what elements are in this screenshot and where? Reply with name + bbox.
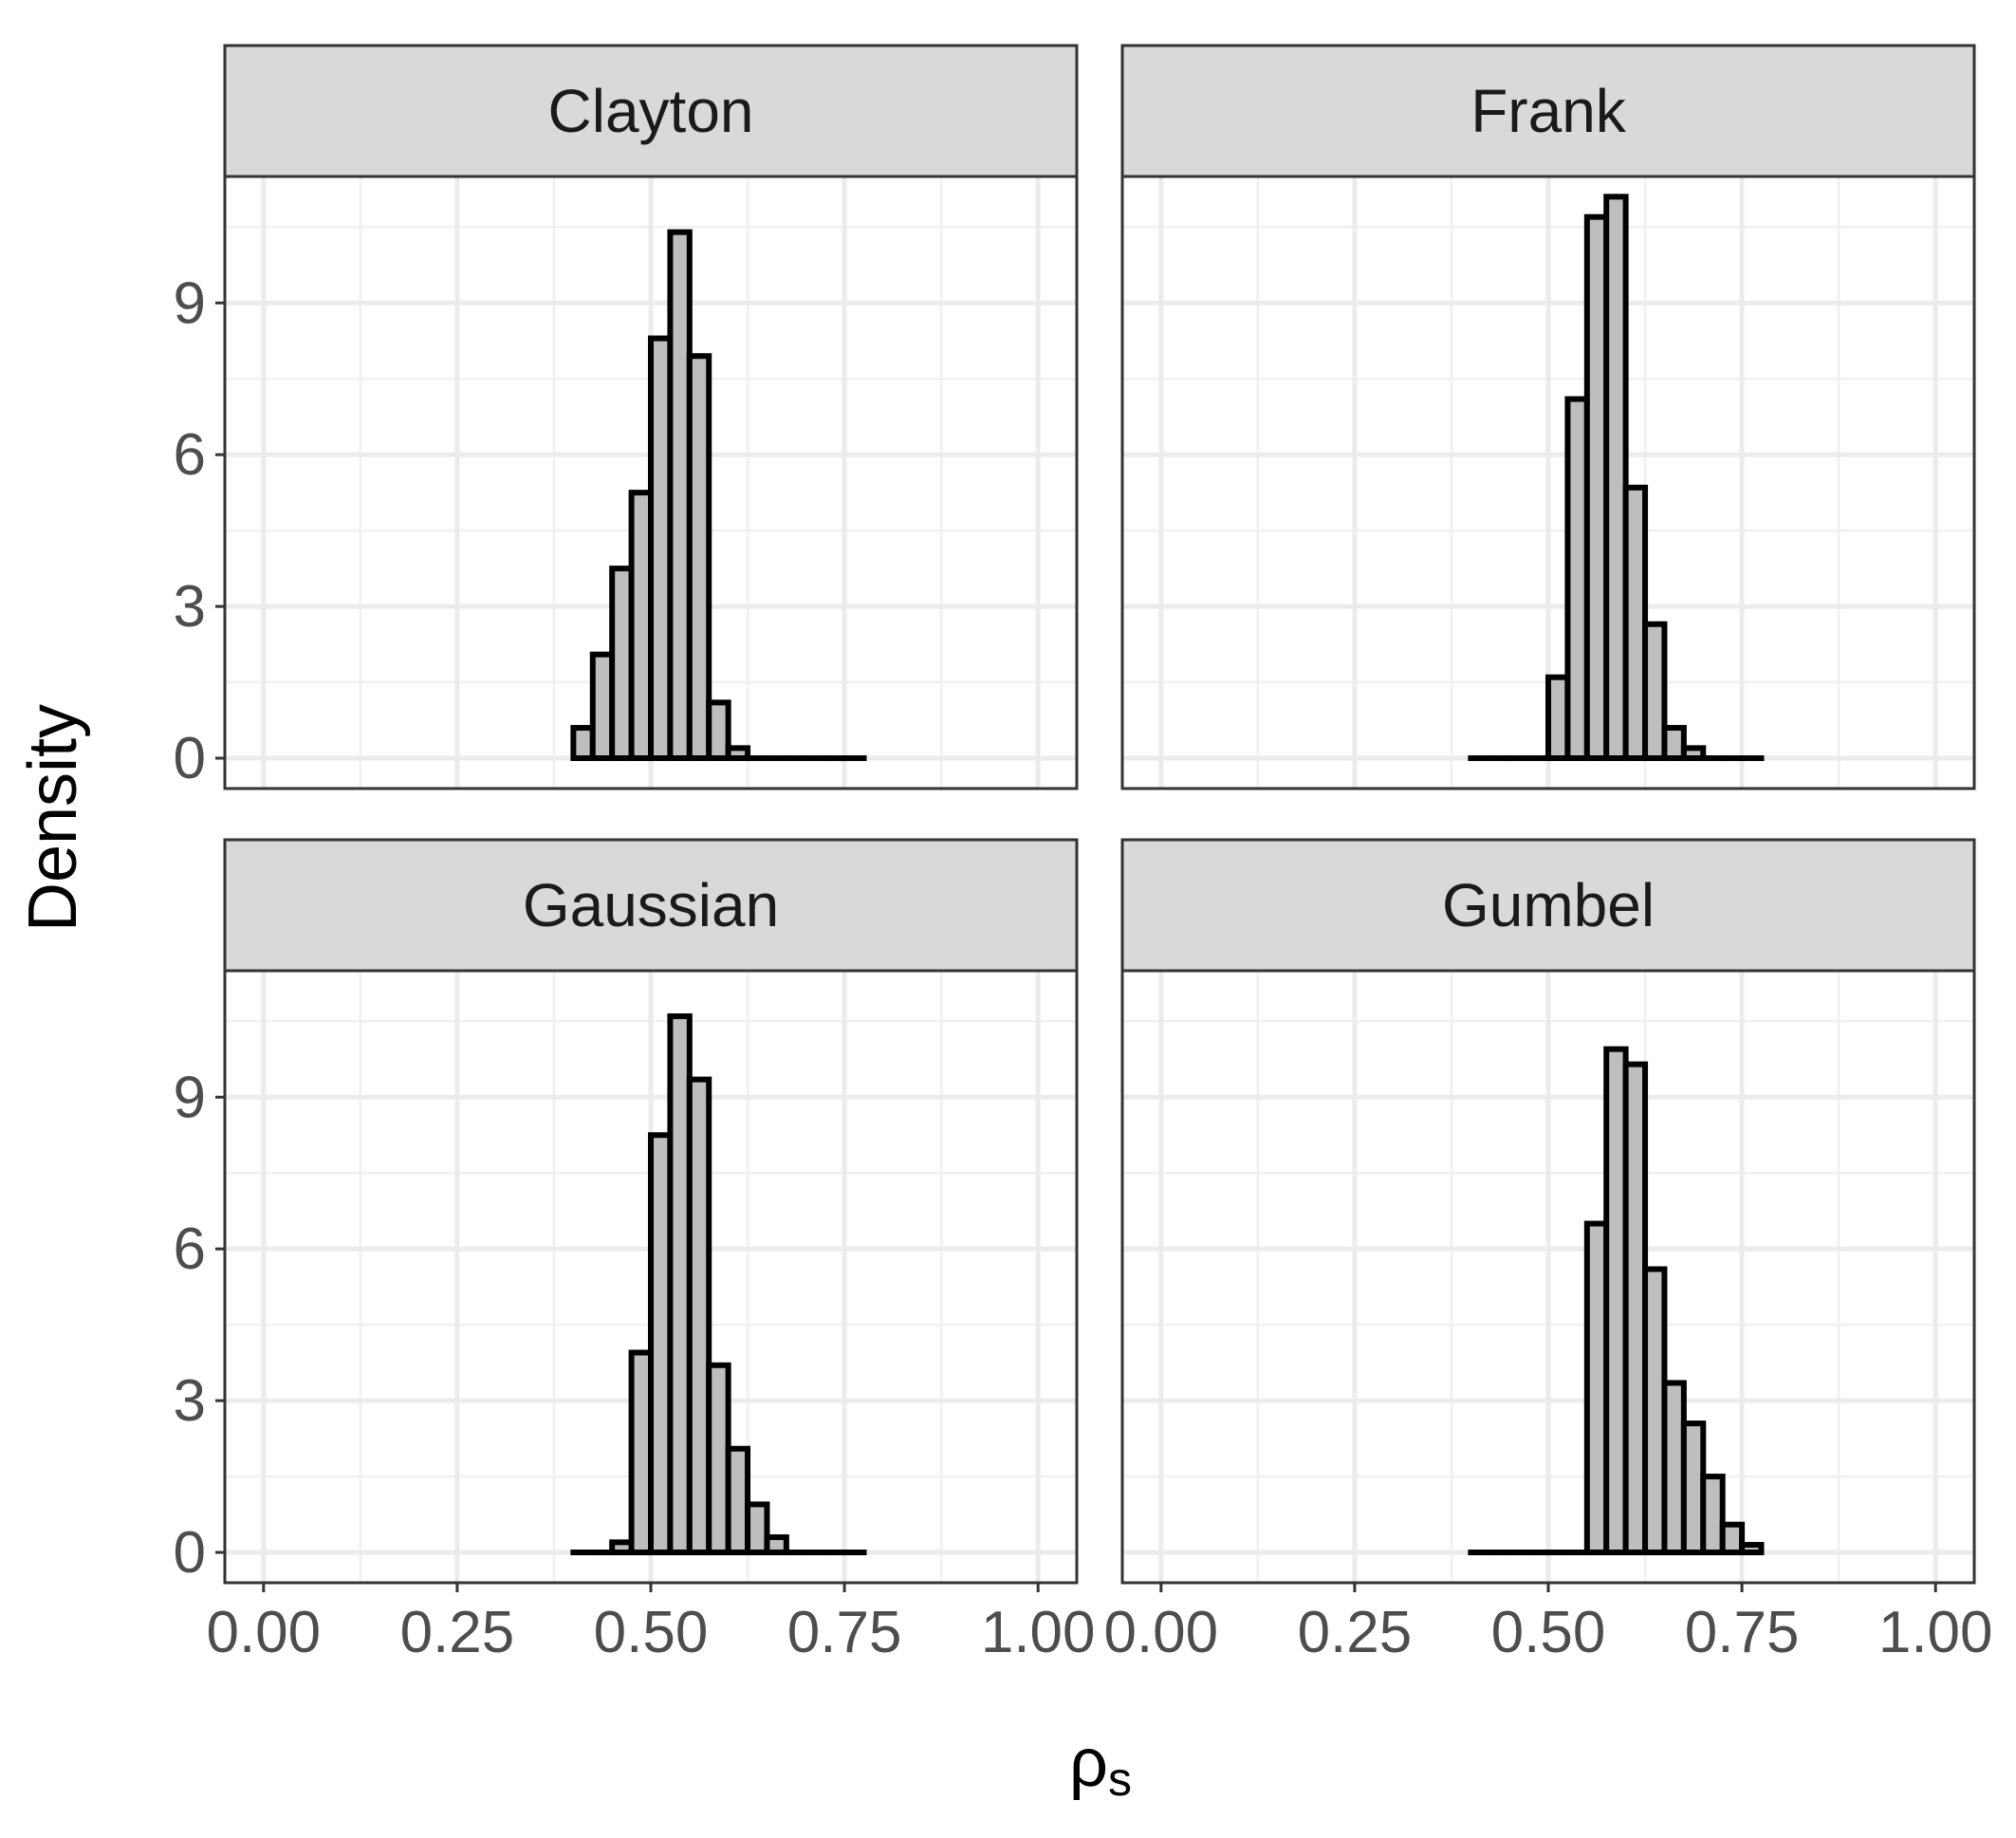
histogram-bar bbox=[1680, 1420, 1707, 1556]
y-tick-label: 6 bbox=[174, 1216, 206, 1282]
facet-strip-label: Gaussian bbox=[523, 871, 779, 939]
histogram-bar bbox=[706, 1362, 731, 1556]
y-tick-label: 6 bbox=[174, 422, 206, 488]
histogram-bar bbox=[745, 1501, 770, 1556]
histogram-bar bbox=[648, 335, 674, 762]
x-tick-label: 0.50 bbox=[1491, 1600, 1606, 1665]
histogram-bar bbox=[648, 1132, 674, 1556]
histogram-bar bbox=[1564, 396, 1590, 762]
histogram-bar bbox=[1583, 214, 1610, 762]
histogram-bar bbox=[1603, 1046, 1629, 1556]
histogram-bar bbox=[686, 1076, 712, 1556]
facet-strip bbox=[1120, 838, 1976, 973]
histogram-bar bbox=[589, 651, 616, 762]
histogram-bar bbox=[725, 1445, 751, 1556]
y-axis-title: Density bbox=[15, 704, 91, 932]
histogram-bar bbox=[1545, 674, 1571, 762]
histogram-bar bbox=[1719, 1521, 1746, 1556]
x-tick-label: 1.00 bbox=[1878, 1600, 1993, 1665]
y-tick-label: 3 bbox=[174, 574, 206, 640]
histogram-bar bbox=[764, 1534, 789, 1556]
histogram-bar bbox=[1642, 621, 1668, 762]
panel-border bbox=[223, 175, 1079, 790]
histogram-bar bbox=[667, 1012, 693, 1556]
histogram-bar bbox=[1622, 484, 1649, 762]
y-tick-label: 0 bbox=[174, 1520, 206, 1586]
histogram-bar bbox=[1739, 1542, 1765, 1556]
x-axis-title-subscript: s bbox=[1108, 1753, 1132, 1806]
histogram-bar bbox=[570, 725, 596, 762]
histogram-bar bbox=[628, 1349, 654, 1556]
y-tick-label: 3 bbox=[174, 1368, 206, 1434]
histogram-bar bbox=[1700, 1474, 1726, 1556]
x-tick-label: 0.00 bbox=[1103, 1600, 1218, 1665]
x-tick-label: 0.75 bbox=[787, 1600, 902, 1665]
facet-strip bbox=[223, 838, 1079, 973]
facet-strip bbox=[223, 44, 1079, 178]
histogram-bar bbox=[628, 490, 654, 762]
histogram-bar bbox=[725, 745, 751, 762]
x-axis-title: ρs bbox=[1069, 1725, 1132, 1806]
facet-strip-label: Frank bbox=[1470, 77, 1627, 145]
y-tick-label: 0 bbox=[174, 726, 206, 791]
histogram-bar bbox=[609, 566, 635, 762]
histogram-bar bbox=[1661, 725, 1687, 762]
facet-strip bbox=[1120, 44, 1976, 178]
histogram-bar bbox=[686, 353, 712, 762]
x-tick-label: 0.50 bbox=[594, 1600, 709, 1665]
panel-border bbox=[1120, 175, 1976, 790]
x-tick-label: 0.25 bbox=[400, 1600, 515, 1665]
histogram-bar bbox=[1603, 194, 1629, 762]
x-tick-label: 0.75 bbox=[1685, 1600, 1800, 1665]
x-tick-label: 0.25 bbox=[1298, 1600, 1413, 1665]
histogram-bar bbox=[1583, 1220, 1610, 1556]
facet-grid: Clayton 0 3 6 9 Frank Gaussian 0 3 6 9 0.00 0.25 0.50… bbox=[174, 44, 1993, 1665]
facet-panel-clayton: Clayton 0 3 6 9 bbox=[174, 44, 1079, 791]
x-tick-label: 0.00 bbox=[206, 1600, 321, 1665]
x-axis-title-symbol: ρ bbox=[1069, 1725, 1108, 1801]
histogram-bar bbox=[706, 699, 731, 762]
histogram-bar bbox=[1680, 745, 1707, 762]
histogram-bar bbox=[1622, 1061, 1649, 1556]
facet-panel-frank: Frank bbox=[1120, 44, 1976, 790]
y-tick-label: 9 bbox=[174, 270, 206, 336]
x-tick-label: 1.00 bbox=[981, 1600, 1096, 1665]
facet-strip-label: Clayton bbox=[548, 77, 754, 145]
histogram-bar bbox=[609, 1539, 635, 1556]
facet-panel-gumbel: Gumbel 0.00 0.25 0.50 0.75 1.00 bbox=[1103, 838, 1993, 1665]
histogram-bar bbox=[1661, 1380, 1687, 1556]
histogram-bar bbox=[1642, 1266, 1668, 1556]
facet-strip-label: Gumbel bbox=[1442, 871, 1655, 939]
y-tick-label: 9 bbox=[174, 1065, 206, 1130]
histogram-bar bbox=[667, 229, 693, 762]
facet-panel-gaussian: Gaussian 0 3 6 9 0.00 0.25 0.50 0.75 1.00 bbox=[174, 838, 1096, 1665]
